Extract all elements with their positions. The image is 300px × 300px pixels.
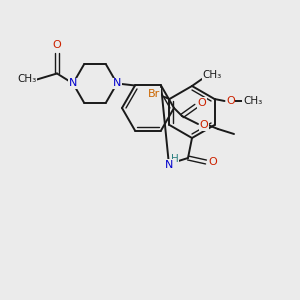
- Text: O: O: [200, 120, 208, 130]
- Text: Br: Br: [148, 89, 160, 99]
- Text: O: O: [198, 98, 206, 108]
- Text: N: N: [165, 160, 173, 170]
- Text: H: H: [171, 154, 179, 164]
- Text: O: O: [208, 157, 217, 167]
- Text: CH₃: CH₃: [243, 96, 262, 106]
- Text: CH₃: CH₃: [17, 74, 37, 85]
- Text: CH₃: CH₃: [202, 70, 222, 80]
- Text: N: N: [69, 79, 77, 88]
- Text: O: O: [52, 40, 62, 50]
- Text: O: O: [226, 96, 235, 106]
- Text: N: N: [113, 79, 121, 88]
